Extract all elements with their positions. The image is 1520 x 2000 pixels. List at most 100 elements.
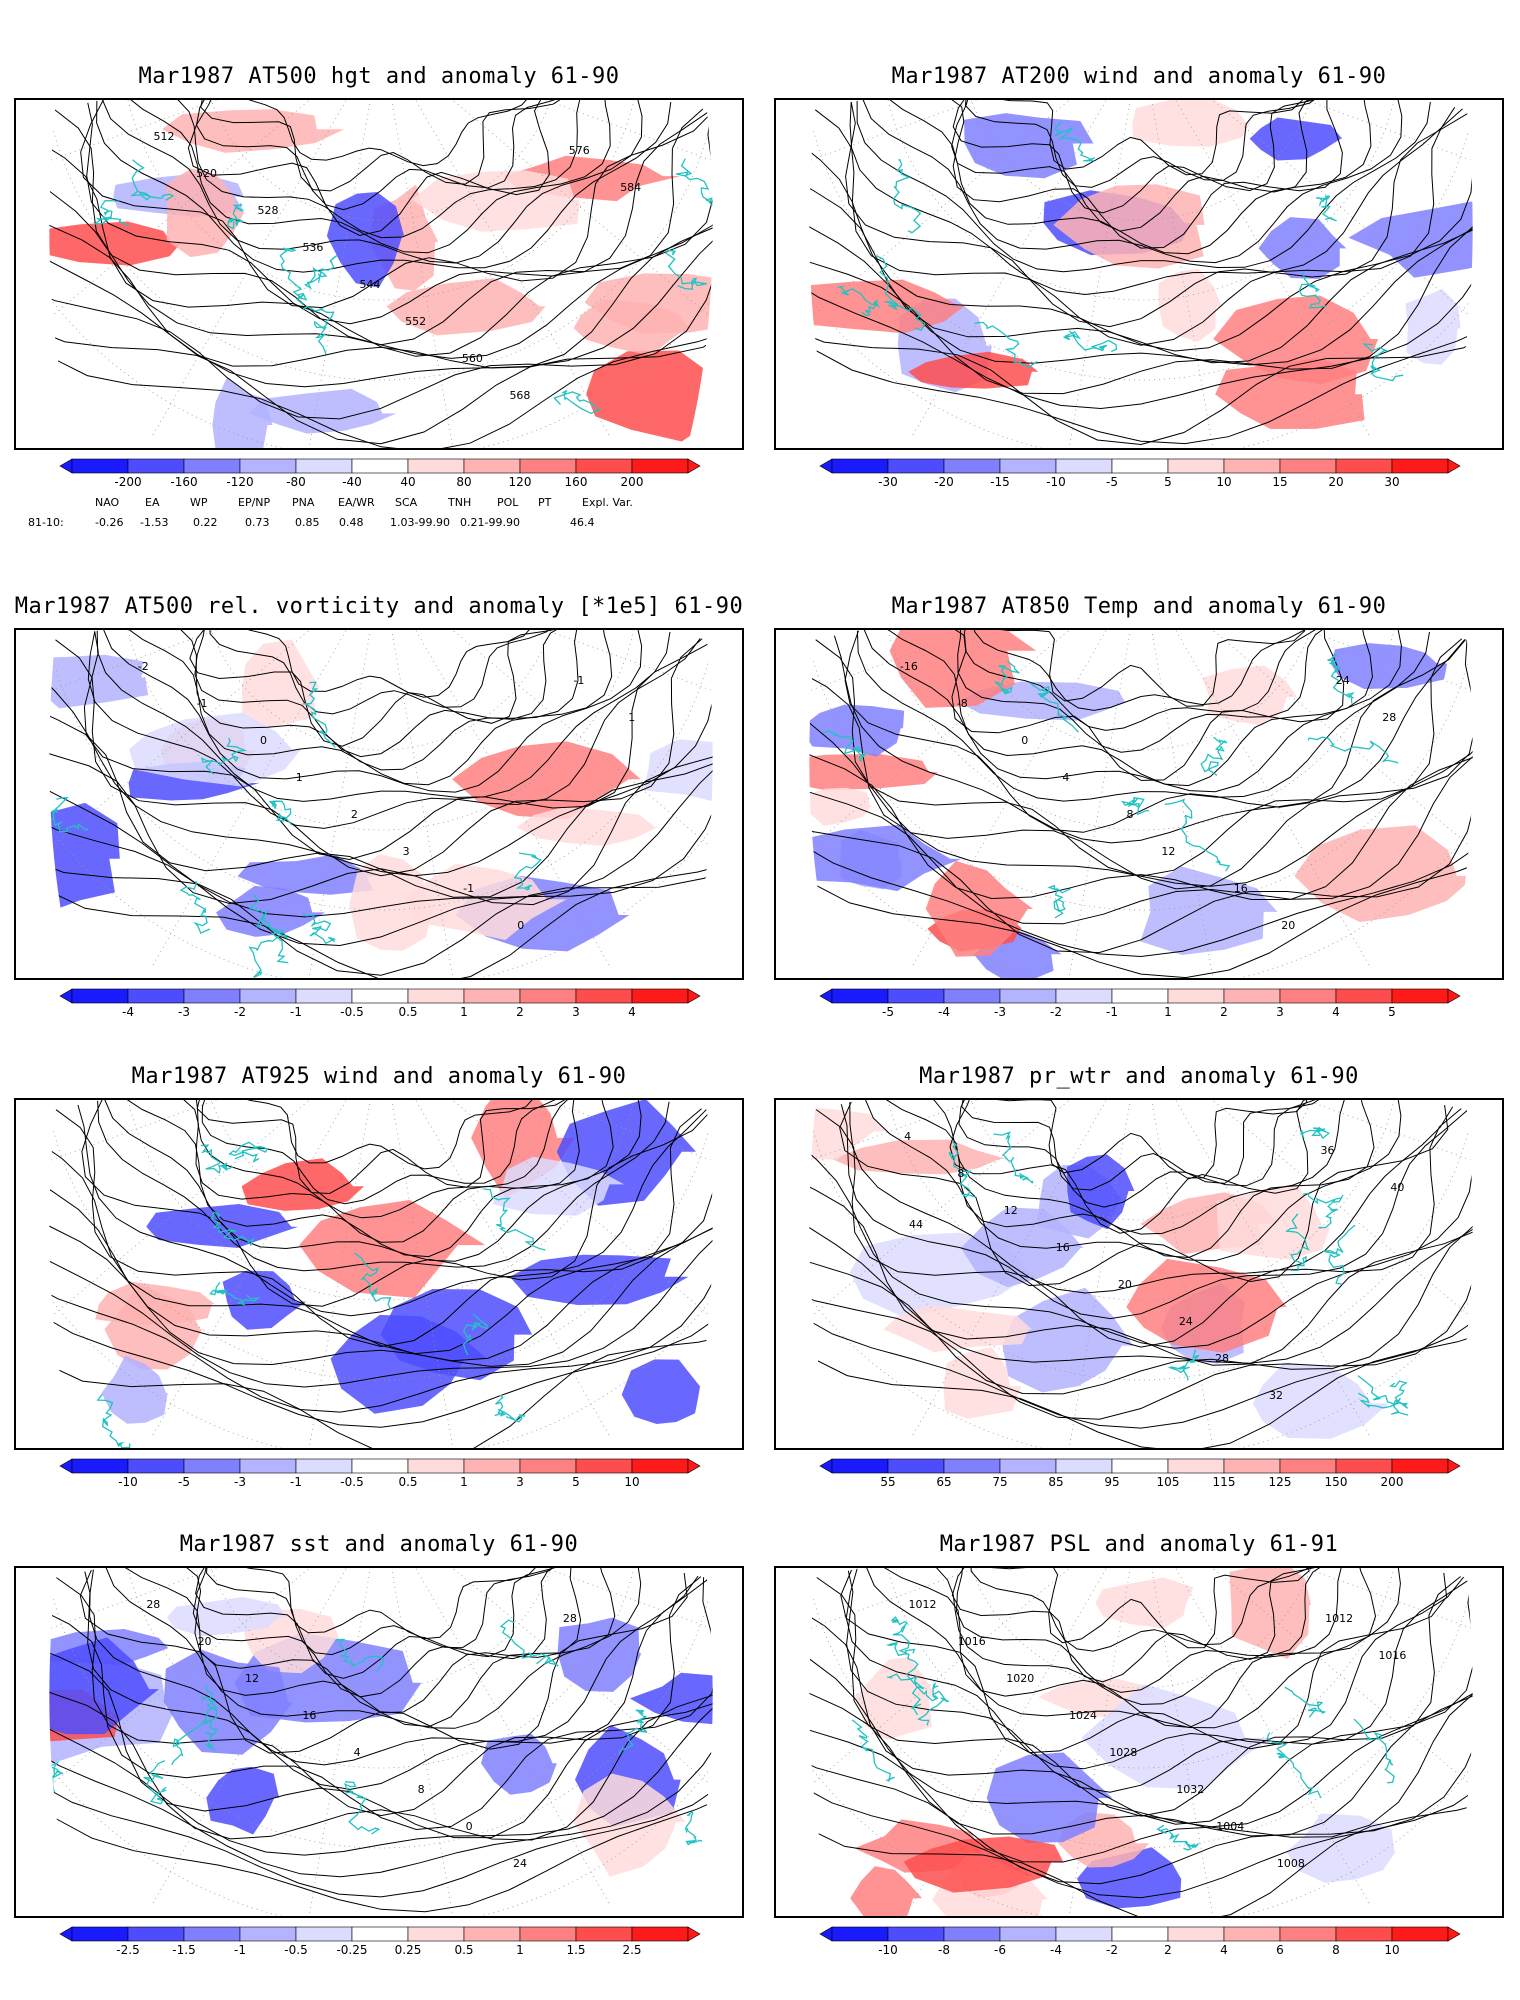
contour-line (776, 1292, 1502, 1429)
colorbar-segment (463, 458, 521, 474)
contour-label: 520 (196, 167, 217, 180)
colorbar-tick-label: 20 (1328, 475, 1344, 489)
colorbar-tick-label: -1 (290, 1005, 302, 1019)
contour-line (16, 741, 742, 906)
colorbar-arrow-low (59, 458, 73, 474)
contour-label: 584 (620, 181, 641, 194)
colorbar-tick-label: 120 (508, 475, 532, 489)
colorbar-segment (1055, 1926, 1113, 1942)
contour-line (961, 1100, 1320, 1191)
contour-line (957, 630, 1323, 753)
coastline (209, 1282, 261, 1306)
longitude-gridline (1304, 1568, 1502, 1640)
negative-anomaly-shading (509, 1254, 689, 1305)
colorbar-segment (575, 1926, 633, 1942)
negative-anomaly-shading (557, 1617, 642, 1692)
contour-line (84, 1571, 710, 1790)
index-value: 0.21-99.90 (460, 516, 520, 529)
colorbar-tick-label: -3 (178, 1005, 190, 1019)
contour-line (840, 1569, 1448, 1754)
contour-label: 12 (1004, 1204, 1018, 1217)
map-panel: Mar1987 AT500 rel. vorticity and anomaly… (14, 530, 744, 1020)
contour-line (839, 1101, 1449, 1287)
coastline (179, 881, 211, 934)
contour-line (80, 100, 714, 309)
map-panel: Mar1987 AT925 wind and anomaly 61-90 -10-… (14, 1000, 744, 1490)
map-edge-mask (1447, 1100, 1502, 1448)
longitude-gridline (1211, 1100, 1494, 1336)
coastline (685, 1810, 714, 1853)
coastline (201, 1684, 218, 1752)
contour-label: 8 (1127, 808, 1134, 821)
colorbar-tick-label: -120 (226, 475, 254, 489)
colorbar-tick-label: -5 (882, 1005, 894, 1019)
colorbar-tick-label: 200 (1380, 1475, 1404, 1489)
contour-label: 536 (302, 241, 323, 254)
contour-line (56, 1576, 702, 1817)
coastline (885, 1641, 939, 1702)
contour-line (846, 1570, 1471, 1793)
contour-line (845, 102, 1473, 328)
coastline (96, 1393, 131, 1448)
colorbar-arrow-high (687, 1458, 701, 1474)
index-name: PNA (292, 496, 315, 509)
contour-line (776, 692, 1502, 887)
longitude-gridline (308, 630, 371, 978)
contour-label: 44 (909, 1218, 923, 1231)
coastline (993, 1131, 1034, 1184)
positive-anomaly-shading (855, 1656, 938, 1740)
colorbar-tick-label: 1 (516, 1943, 524, 1957)
colorbar-tick-label: -1 (290, 1475, 302, 1489)
positive-anomaly-shading (349, 854, 435, 951)
contour-label: -8 (957, 697, 968, 710)
negative-anomaly-shading (216, 885, 326, 937)
negative-anomaly-shading (1249, 117, 1343, 161)
coastline (1029, 682, 1079, 733)
contour-label: 20 (198, 1635, 212, 1648)
colorbar-tick-label: 3 (1276, 1005, 1284, 1019)
contour-label: -1 (573, 674, 584, 687)
contour-label: 1028 (1109, 1746, 1137, 1759)
coastline (890, 1616, 916, 1655)
coastline (887, 1673, 925, 1716)
colorbar-segment (831, 458, 889, 474)
colorbar-tick-label: 55 (880, 1475, 896, 1489)
coastline (1353, 1718, 1395, 1784)
contour-label: 528 (257, 204, 278, 217)
coastline (1266, 1732, 1322, 1799)
index-name: EA (145, 496, 160, 509)
colorbar-tick-label: 40 (400, 475, 416, 489)
contour-line (952, 100, 1316, 214)
coastline (1164, 798, 1231, 872)
contour-line (247, 1100, 533, 1170)
contour-label: 544 (359, 278, 380, 291)
positive-anomaly-shading (573, 1773, 686, 1877)
contour-line (776, 236, 1502, 410)
negative-anomaly-shading (621, 1359, 708, 1424)
map-area: 512 520 528 536 544 552 560 568 576 584 (14, 98, 744, 450)
colorbar-tick-label: 1 (460, 1475, 468, 1489)
negative-anomaly-shading (380, 1289, 533, 1381)
contour-line (833, 635, 1466, 844)
colorbar-segment (463, 1926, 521, 1942)
contour-line (16, 1214, 742, 1388)
contour-label: 1008 (1277, 1857, 1305, 1870)
map-panel: Mar1987 sst and anomaly 61-90 28 20 12 16 4 8 0… (14, 1468, 744, 1958)
colorbar-tick-label: 5 (572, 1475, 580, 1489)
colorbar-segment (407, 1926, 465, 1942)
contour-line (951, 100, 1343, 249)
map-edge-mask (1447, 1568, 1502, 1916)
longitude-gridline (391, 630, 454, 978)
colorbar-tick-label: 3 (516, 1475, 524, 1489)
coastline (499, 1619, 559, 1667)
coastline (279, 247, 308, 305)
contour-line (248, 100, 527, 167)
contour-line (776, 1112, 1482, 1349)
map-edge-mask (1447, 100, 1502, 448)
contour-label: 20 (1118, 1278, 1132, 1291)
positive-anomaly-shading (471, 1100, 575, 1198)
coastline (1063, 330, 1118, 353)
colorbar-tick-label: 0.5 (454, 1943, 474, 1957)
index-values-row: 81-10: -0.26 -1.53 0.22 0.73 0.85 0.48 1.03-99.… (0, 516, 760, 530)
contour-line (16, 1775, 742, 1913)
